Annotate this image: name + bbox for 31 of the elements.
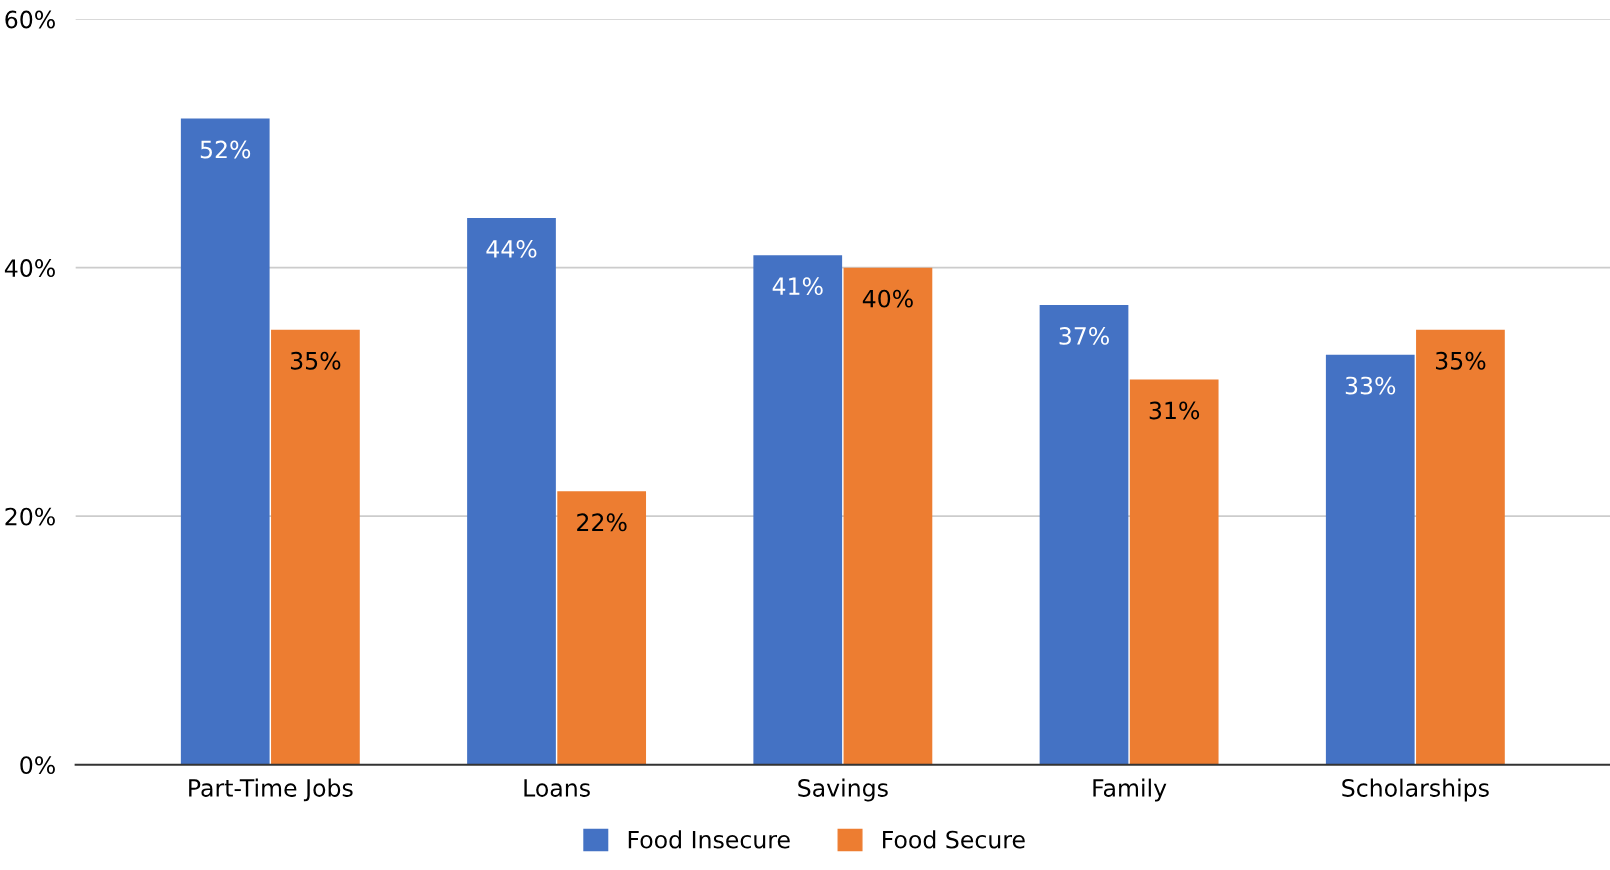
data-label: 40%: [862, 289, 913, 308]
data-label: 41%: [772, 277, 823, 296]
x-tick-label: Part-Time Jobs: [189, 778, 353, 802]
x-tick-label: Savings: [798, 778, 888, 802]
bar: [1039, 304, 1129, 765]
y-tick-label: 20%: [5, 507, 55, 526]
data-label: 33%: [1345, 376, 1396, 395]
data-label: 44%: [486, 239, 537, 258]
bar: [271, 329, 360, 765]
data-label: 35%: [1435, 351, 1486, 370]
legend-label: Food Insecure: [628, 830, 790, 849]
legend-label: Food Secure: [883, 830, 1025, 849]
bar: [1416, 329, 1505, 765]
bar: [1129, 379, 1219, 765]
y-tick-label: 60%: [5, 10, 55, 29]
data-label: 31%: [1149, 401, 1200, 420]
x-tick-label: Family: [1093, 778, 1167, 802]
x-tick-label: Loans: [524, 779, 590, 797]
y-tick-label: 40%: [4, 259, 55, 277]
y-tick-label: 0%: [20, 756, 55, 775]
bar: [1325, 354, 1415, 765]
data-label: 37%: [1059, 326, 1109, 345]
bar: [843, 267, 933, 765]
data-label: 22%: [577, 513, 627, 532]
bar: [557, 491, 647, 765]
data-label: 52%: [200, 140, 251, 159]
bar: [180, 118, 270, 765]
bar: [753, 255, 843, 765]
x-tick-label: Scholarships: [1342, 778, 1489, 802]
bar: [467, 217, 556, 765]
data-label: 35%: [290, 351, 341, 370]
